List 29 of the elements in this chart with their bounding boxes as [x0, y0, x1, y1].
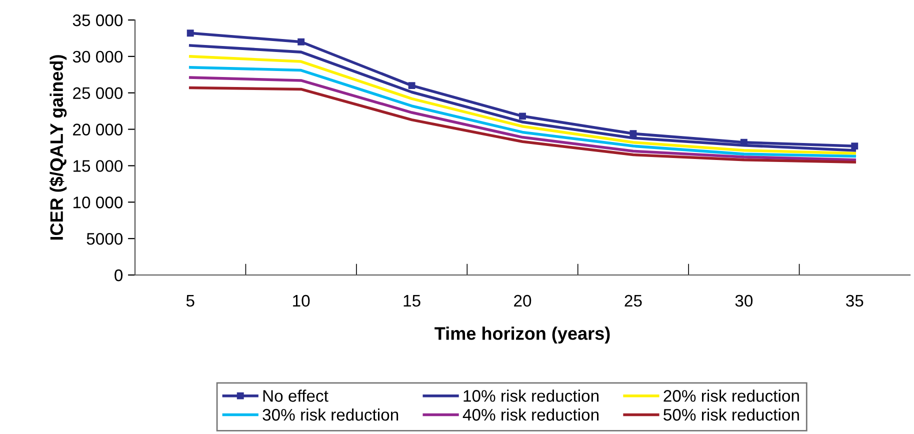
legend-label: 10% risk reduction [464, 390, 598, 402]
legend-label: 30% risk reduction [262, 408, 398, 421]
y-tick-label: 35 000 [72, 14, 123, 26]
x-tick-label: 35 [846, 294, 864, 307]
x-tick-label: 10 [293, 294, 310, 307]
x-tick-label: 20 [514, 294, 532, 307]
y-tick-label: 30 000 [72, 50, 123, 63]
x-tick-label: 25 [624, 294, 642, 307]
y-tick-label: 10 000 [73, 196, 123, 208]
legend-label: 50% risk reduction [664, 408, 799, 421]
x-tick-label: 30 [735, 294, 753, 307]
x-tick-label: 5 [186, 295, 194, 307]
y-tick-label: 5000 [86, 232, 123, 245]
legend-label: 40% risk reduction [462, 408, 598, 421]
y-tick-label: 25 000 [73, 87, 123, 100]
legend-label: No effect [263, 390, 328, 402]
point [851, 142, 858, 150]
point [408, 82, 416, 90]
legend-label: 20% risk reduction [664, 390, 799, 402]
point [519, 112, 526, 120]
y-tick-label: 0 [114, 269, 123, 282]
point [186, 30, 194, 37]
x-axis-title: Time horizon (years) [434, 326, 610, 344]
point [298, 38, 305, 46]
y-tick-label: 20 000 [73, 124, 123, 136]
y-axis-title: ICER ($/QALY gained) [49, 55, 67, 240]
x-tick-label: 15 [404, 295, 420, 307]
point [630, 130, 637, 138]
y-tick-label: 15 000 [73, 160, 123, 172]
